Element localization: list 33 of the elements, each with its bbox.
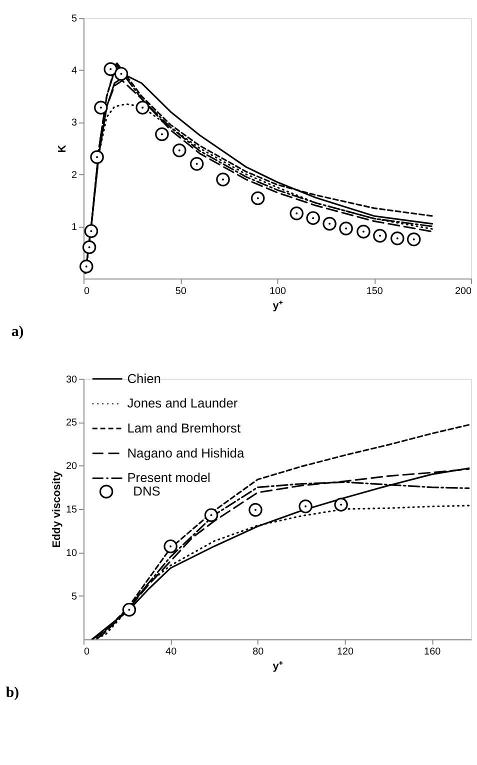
y-tick-label: 20 — [66, 461, 78, 472]
x-tick-label: 50 — [175, 286, 187, 297]
y-tick-label: 10 — [66, 548, 78, 559]
legend-label: Nagano and Hishida — [127, 445, 245, 460]
x-tick-label: 0 — [84, 646, 90, 658]
y-tick-label: 4 — [71, 66, 78, 77]
x-tick-label: 80 — [252, 646, 264, 658]
x-tick-label: 120 — [336, 646, 354, 658]
y-tick-label: 2 — [71, 170, 78, 181]
y-axis-title: K — [56, 144, 69, 153]
legend-label: DNS — [133, 484, 161, 499]
y-tick-label: 5 — [71, 14, 78, 25]
x-axis-title: y⁺ — [272, 660, 283, 673]
text: b) — [6, 684, 20, 701]
y-tick-label: 30 — [66, 374, 78, 386]
y-tick-label: 25 — [66, 418, 78, 429]
y-axis-title: Eddy viscosity — [51, 470, 63, 548]
y-tick-label: 5 — [71, 591, 78, 602]
legend-label: Chien — [127, 370, 161, 386]
x-tick-label: 200 — [454, 286, 472, 297]
x-tick-label: 100 — [269, 286, 287, 297]
y-tick-label: 1 — [71, 222, 78, 233]
legend-label: Present model — [127, 470, 210, 486]
x-tick-label: 150 — [366, 286, 384, 297]
y-tick-label: 15 — [66, 504, 78, 516]
legend-label: Jones and Launder — [127, 396, 238, 411]
x-tick-label: 160 — [424, 646, 442, 658]
legend-label: Lam and Bremhorst — [127, 420, 241, 436]
x-axis-title: y⁺ — [272, 300, 283, 312]
x-tick-label: 40 — [166, 646, 178, 658]
text: a) — [11, 324, 24, 340]
y-tick-label: 3 — [71, 118, 78, 129]
x-tick-label: 0 — [84, 286, 90, 297]
